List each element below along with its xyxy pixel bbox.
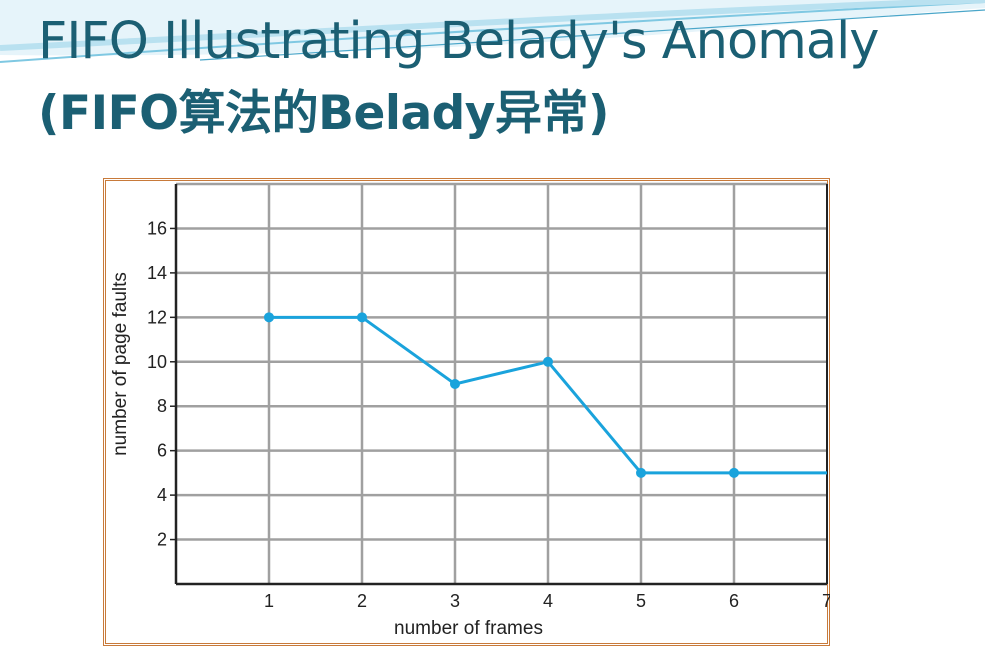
- y-tick-label: 12: [147, 307, 167, 327]
- data-point: [729, 467, 739, 478]
- swoosh-band: [0, 0, 985, 56]
- swoosh-line-2: [0, 0, 985, 51]
- x-tick-label: 3: [450, 591, 460, 611]
- axes-layer: [170, 184, 828, 586]
- x-tick-label: 2: [357, 591, 367, 611]
- series-layer: [264, 312, 827, 478]
- y-tick-label: 16: [147, 218, 167, 238]
- swoosh-line-1: [0, 1, 985, 63]
- x-tick-label: 1: [264, 591, 274, 611]
- slide-subtitle: (FIFO算法的Belady异常): [38, 86, 609, 141]
- data-point: [636, 467, 646, 478]
- x-tick-label: 5: [636, 591, 646, 611]
- y-tick-label: 6: [157, 441, 167, 461]
- slide-title: FIFO Illustrating Belady's Anomaly: [38, 12, 879, 71]
- x-tick-label: 6: [729, 591, 739, 611]
- y-axis-title: number of page faults: [110, 272, 131, 456]
- y-tick-label: 4: [157, 485, 167, 505]
- y-tick-label: 10: [147, 352, 167, 372]
- x-axis-title: number of frames: [394, 618, 543, 639]
- data-point: [357, 312, 367, 323]
- x-tick-label: 7: [822, 591, 830, 611]
- y-tick-label: 2: [157, 530, 167, 550]
- grid-layer: [176, 182, 827, 584]
- data-point: [264, 312, 274, 323]
- data-point: [450, 379, 460, 389]
- data-point: [543, 356, 553, 367]
- top-decoration-swoosh: [0, 0, 985, 63]
- x-tick-label: 4: [543, 591, 553, 611]
- y-tick-label: 14: [147, 263, 167, 283]
- y-tick-label: 8: [157, 396, 167, 416]
- chart-frame: [103, 178, 830, 646]
